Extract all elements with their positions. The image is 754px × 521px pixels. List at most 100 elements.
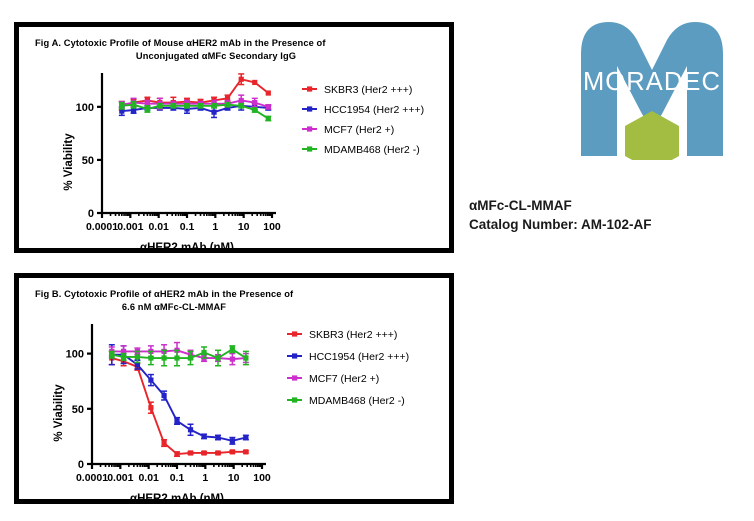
x-axis-label: αHER2 mAb (nM) xyxy=(140,242,234,248)
data-point xyxy=(109,352,115,358)
data-point xyxy=(238,76,244,82)
x-tick-label: 0.001 xyxy=(107,472,133,484)
figure-a-panel: Fig A. Cytotoxic Profile of Mouse αHER2 … xyxy=(14,22,454,253)
data-point xyxy=(238,97,244,104)
product-name: αMFc-CL-MMAF xyxy=(469,198,572,213)
legend-marker xyxy=(292,331,298,337)
data-point xyxy=(229,449,235,455)
y-tick-label: 50 xyxy=(82,155,94,167)
data-point xyxy=(215,434,221,441)
data-point xyxy=(265,115,271,122)
legend-label: HCC1954 (Her2 +++) xyxy=(309,351,409,363)
data-point xyxy=(252,79,258,86)
data-point xyxy=(184,106,190,112)
data-point xyxy=(184,103,190,109)
figure-a-plot: 0 50 100 0.0001 0.001 0.01 0.1 1 10 100 αHER2 mAb … xyxy=(63,73,424,248)
legend-label: MCF7 (Her2 +) xyxy=(324,124,394,136)
data-point xyxy=(243,449,249,455)
figure-a-title-line2: Unconjugated αMFc Secondary IgG xyxy=(135,50,297,61)
data-point xyxy=(144,106,150,112)
data-point xyxy=(243,355,249,361)
logo-wordmark: MORADEC xyxy=(583,68,721,96)
y-tick-label: 50 xyxy=(72,404,84,416)
data-point xyxy=(265,104,271,110)
x-tick-label: 0.01 xyxy=(148,221,169,233)
moradec-logo: MORADEC xyxy=(575,18,730,171)
legend-marker xyxy=(307,106,313,112)
x-tick-label: 100 xyxy=(253,472,271,484)
legend-label: SKBR3 (Her2 +++) xyxy=(309,329,397,341)
series-3 xyxy=(108,345,249,367)
data-point xyxy=(201,349,207,356)
data-point xyxy=(120,354,127,360)
data-point xyxy=(130,102,137,108)
data-point xyxy=(148,405,154,411)
legend-marker xyxy=(307,146,313,152)
product-info: αMFc-CL-MMAF Catalog Number: AM-102-AF xyxy=(469,196,652,234)
data-point xyxy=(187,355,194,361)
data-point xyxy=(215,355,221,361)
data-point xyxy=(229,438,235,444)
x-tick-label: 1 xyxy=(212,221,218,233)
y-tick-label: 100 xyxy=(66,349,84,361)
series-0 xyxy=(108,350,249,458)
data-point xyxy=(224,95,231,101)
data-point xyxy=(211,109,217,115)
x-tick-label: 0.01 xyxy=(138,472,159,484)
legend: SKBR3 (Her2 +++) HCC1954 (Her2 +++) MCF7 (… xyxy=(302,84,424,156)
data-point xyxy=(161,440,167,446)
y-tick-label: 0 xyxy=(88,208,94,220)
series-line xyxy=(120,103,270,120)
legend-marker xyxy=(292,353,298,359)
legend-label: MDAMB468 (Her2 -) xyxy=(309,395,405,407)
data-point xyxy=(252,107,258,113)
x-tick-label: 10 xyxy=(228,472,240,484)
data-point xyxy=(148,377,154,383)
data-point xyxy=(187,450,194,456)
data-point xyxy=(265,90,271,96)
data-point xyxy=(130,107,137,113)
x-tick-label: 0.0001 xyxy=(86,221,118,233)
x-tick-label: 10 xyxy=(238,221,250,233)
data-point xyxy=(201,450,207,456)
data-point xyxy=(148,355,154,361)
legend-marker xyxy=(307,126,313,132)
x-tick-label: 1 xyxy=(202,472,208,484)
x-tick-label: 0.001 xyxy=(117,221,143,233)
data-point xyxy=(120,348,127,354)
figure-b-title-line2: 6.6 nM αMFc-CL-MMAF xyxy=(121,301,227,312)
series-2 xyxy=(108,341,249,366)
legend-marker xyxy=(307,86,313,92)
product-catalog-number: Catalog Number: AM-102-AF xyxy=(469,217,652,232)
legend-label: HCC1954 (Her2 +++) xyxy=(324,104,424,116)
data-point xyxy=(174,418,180,424)
legend-marker xyxy=(292,375,298,381)
data-point xyxy=(229,346,235,352)
series-line xyxy=(110,353,247,442)
series-3 xyxy=(118,100,272,122)
figure-a-title: Fig A. Cytotoxic Profile of Mouse αHER2 … xyxy=(19,37,449,62)
y-tick-label: 0 xyxy=(78,459,84,471)
x-tick-label: 0.1 xyxy=(170,472,185,484)
data-point xyxy=(197,103,204,109)
data-point xyxy=(144,101,150,107)
data-point xyxy=(119,108,125,114)
data-point xyxy=(161,392,167,399)
data-point xyxy=(134,362,140,368)
data-point xyxy=(243,434,249,441)
data-point xyxy=(229,356,235,362)
data-point xyxy=(224,105,231,111)
x-tick-label: 0.1 xyxy=(180,221,195,233)
data-point xyxy=(119,103,125,109)
data-point xyxy=(157,103,163,109)
y-axis-label: % Viability xyxy=(63,133,75,191)
legend-label: MCF7 (Her2 +) xyxy=(309,373,379,385)
figure-b-plot: 0 50 100 0.0001 0.001 0.01 0.1 1 10 100 αHER2 mAb … xyxy=(53,324,409,499)
y-axis-label: % Viability xyxy=(53,384,65,442)
x-tick-label: 100 xyxy=(263,221,281,233)
x-axis-label: αHER2 mAb (nM) xyxy=(130,493,224,499)
data-point xyxy=(224,102,231,108)
x-tick-label: 0.0001 xyxy=(76,472,108,484)
legend: SKBR3 (Her2 +++) HCC1954 (Her2 +++) MCF7 (… xyxy=(287,329,409,407)
legend-marker xyxy=(292,397,298,403)
